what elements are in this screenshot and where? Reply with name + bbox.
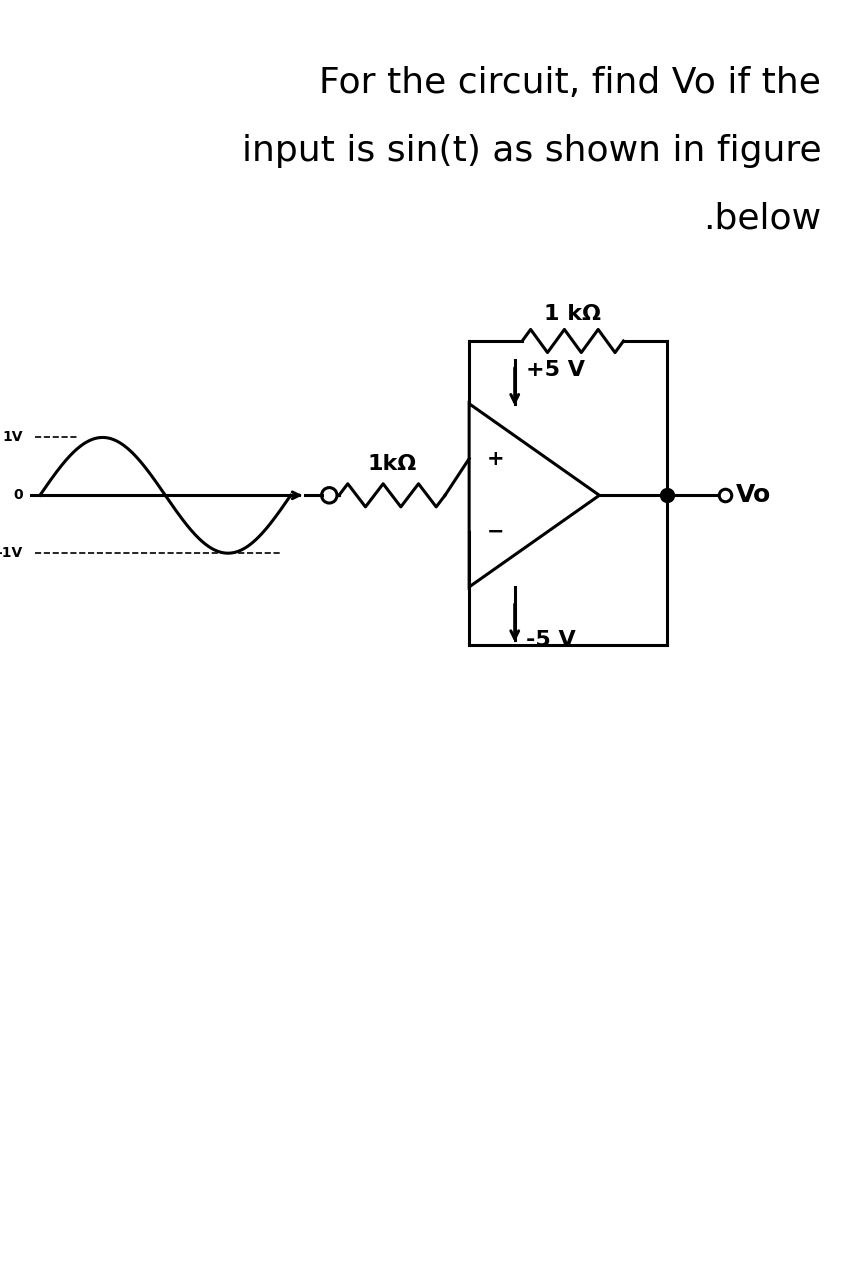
Text: Vo: Vo bbox=[735, 484, 770, 507]
Text: 0: 0 bbox=[13, 488, 22, 502]
Text: 1kΩ: 1kΩ bbox=[367, 454, 416, 474]
Text: +5 V: +5 V bbox=[525, 360, 584, 380]
Text: −: − bbox=[486, 522, 503, 541]
Text: -1V: -1V bbox=[0, 547, 22, 561]
Text: -5 V: -5 V bbox=[525, 630, 576, 650]
Text: 1V: 1V bbox=[2, 430, 22, 444]
Text: 1 kΩ: 1 kΩ bbox=[543, 303, 601, 324]
Text: For the circuit, find Vo if the: For the circuit, find Vo if the bbox=[319, 67, 821, 100]
Text: .below: .below bbox=[702, 201, 821, 236]
Text: +: + bbox=[486, 449, 503, 468]
Text: input is sin(t) as shown in figure: input is sin(t) as shown in figure bbox=[241, 133, 821, 168]
